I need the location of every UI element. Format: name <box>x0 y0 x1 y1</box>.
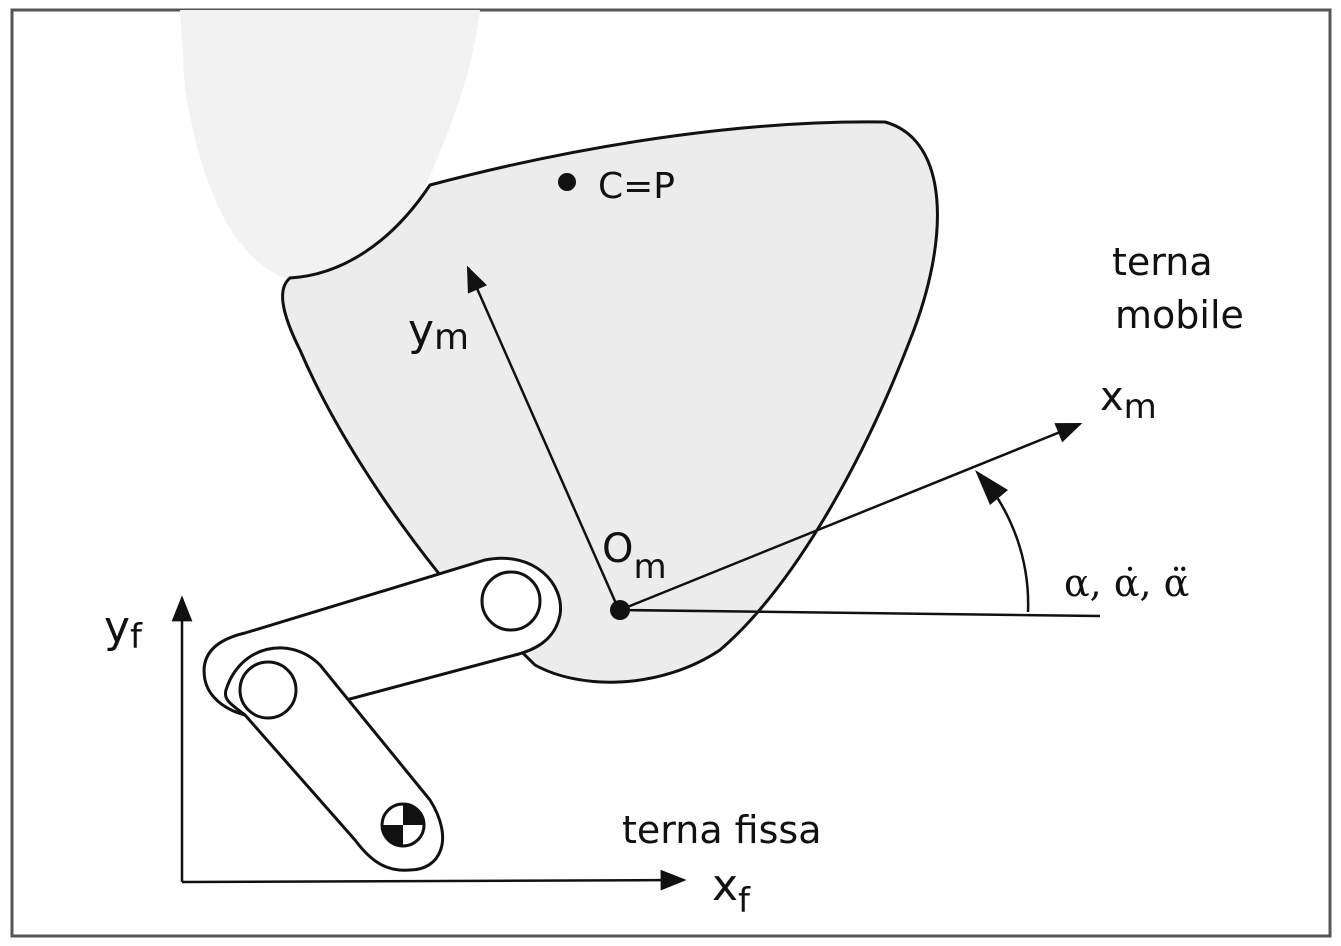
om-label: Om <box>602 526 667 587</box>
rigid-body <box>281 120 939 684</box>
origin-om-dot <box>610 600 630 620</box>
angle-arc-arrowhead <box>975 470 1008 505</box>
ym-axis <box>466 265 620 609</box>
point-cp-label: C=P <box>598 166 675 207</box>
point-cp-dot <box>558 173 576 191</box>
angle-reference-line <box>619 608 1101 618</box>
joint-lower-left <box>238 660 298 720</box>
angle-label: α, α̇, α̈ <box>1064 561 1189 605</box>
yf-label: yf <box>104 602 143 657</box>
ground-pivot-icon <box>380 802 426 848</box>
ym-label: ym <box>408 305 469 358</box>
xf-axis <box>181 869 687 891</box>
moving-frame-label-line2: mobile <box>1115 293 1244 337</box>
xf-label: xf <box>712 860 751 921</box>
xm-label: xm <box>1100 374 1157 427</box>
joint-upper-right <box>480 570 542 632</box>
scan-smudge <box>180 10 480 280</box>
moving-frame-label-line1: terna <box>1112 240 1213 284</box>
xm-axis <box>619 422 1083 612</box>
fixed-frame-label: terna fissa <box>622 808 822 852</box>
